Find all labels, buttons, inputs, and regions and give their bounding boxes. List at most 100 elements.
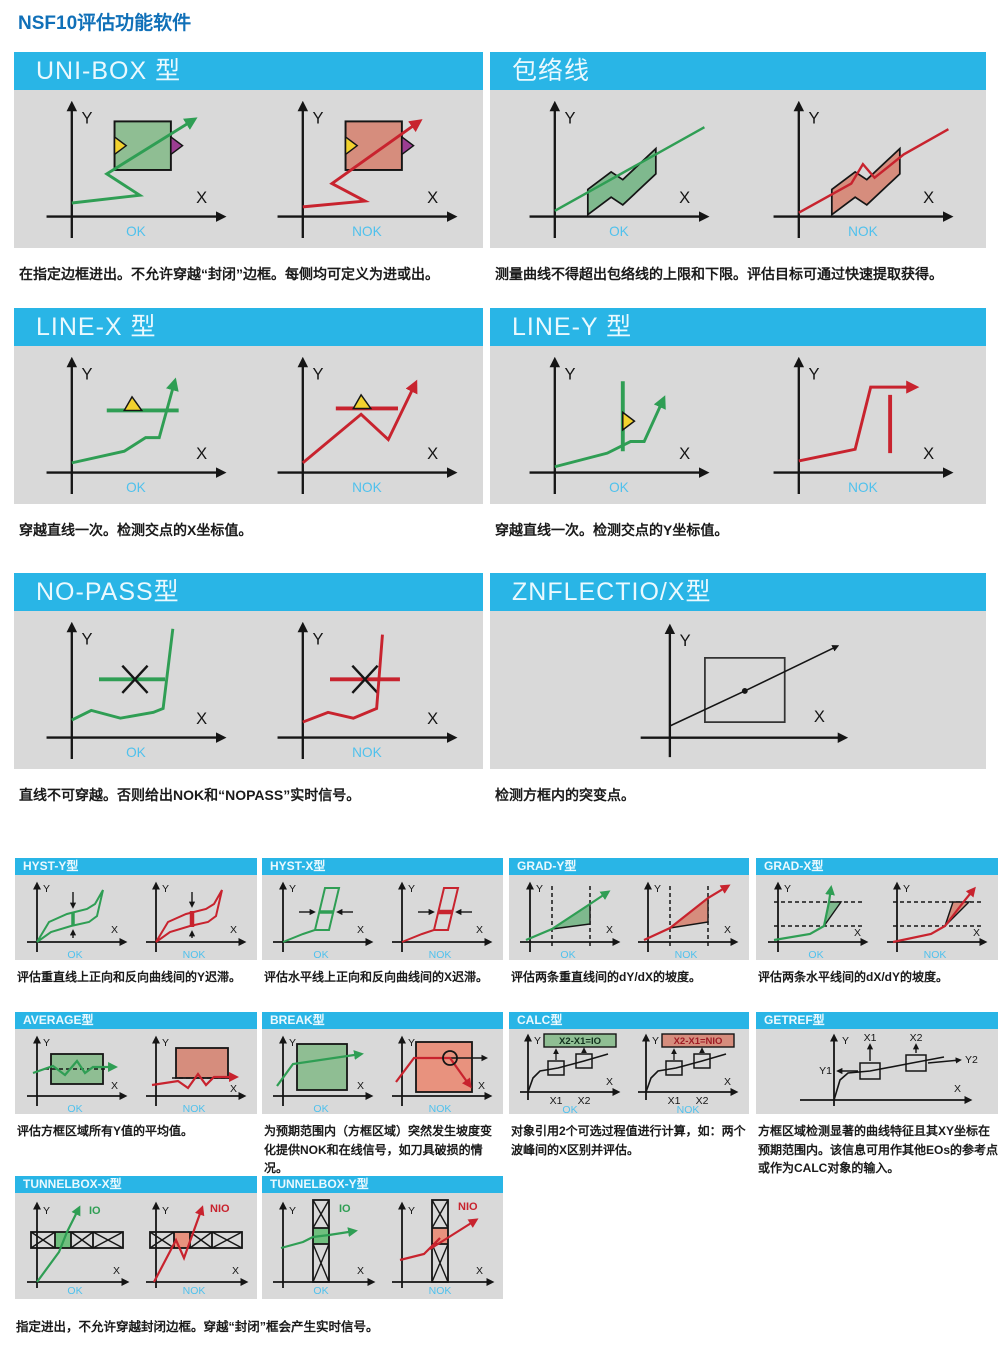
section-body: IO Y X OK NIO Y X NOK [15,1193,257,1299]
tunnelbox-y-nok-chart: NIO Y X NOK [391,1199,495,1296]
ok-curve [554,126,705,212]
nok-curve [892,886,976,943]
section-title: TUNNELBOX-X型 [15,1176,257,1193]
section-hyst-x: HYST-X型 Y X OK Y X NOK 评估水平线上正向和反向曲线间的X迟… [262,858,503,987]
section-caption: 评估两条重直线间的dY/dX的坡度。 [511,970,702,984]
nopass-ok-chart: Y X OK [46,621,227,760]
ok-curve [32,1058,118,1076]
eval-box [575,1052,593,1069]
y-axis-label: Y [903,883,910,895]
x1-label: X1 [550,1095,563,1107]
section-znflectio: ZNFLECTIO/X型 Y X 检测方框内的突变点。 [490,573,986,805]
x-axis-label: X [724,1076,731,1088]
section-caption: 穿越直线一次。检测交点的Y坐标值。 [495,522,729,538]
section-break: BREAK型 Y X OK Y X NOK 为预期范围内（方框区域）突然发生坡度… [262,1012,503,1178]
eval-box [693,1052,711,1069]
section-linex: LINE-X 型 Y X OK Y X NOK 穿越直线一次。检测交点的X坐标值… [14,308,483,540]
cross-marker [622,410,636,432]
x-axis-label: X [427,710,438,728]
nok-label: NOK [352,480,381,495]
section-liney: LINE-Y 型 Y X OK Y X NOK 穿越直线一次。检测交点的Y坐标值… [490,308,986,540]
section-tunnelbox-y: TUNNELBOX-Y型 IO Y X OK NIO Y X NOK [262,1176,503,1299]
x-axis-label: X [814,707,825,726]
section-tunnelbox-x: TUNNELBOX-X型 IO Y X OK NIO Y X NOK [15,1176,257,1299]
section-body: Y X OK Y X NOK [14,611,483,769]
section-unibox: UNI-BOX 型 Y X OK Y X NOK 在指定边框进出。不允许穿越“封… [14,52,483,284]
y-axis-label: Y [842,1035,849,1047]
section-body: Y X [490,611,986,769]
entry-marker [344,135,359,156]
y-axis-label: Y [43,1037,50,1049]
nok-label: NOK [182,1103,205,1114]
ok-curve [71,117,198,205]
x-axis-label: X [923,189,934,207]
ok-label: OK [314,949,329,960]
section-caption: 穿越直线一次。检测交点的X坐标值。 [19,522,253,538]
y-axis-label: Y [809,365,820,383]
nok-label: NOK [428,949,451,960]
section-body: Y X OK Y X NOK [14,346,483,504]
nok-curve [151,1071,239,1090]
section-title: BREAK型 [262,1012,503,1029]
x-axis-label: X [954,1083,961,1095]
ok-label: OK [126,224,146,239]
nok-curve [152,1205,204,1283]
y-axis-label: Y [162,1205,169,1217]
eval-box [414,1040,473,1093]
io-label: IO [339,1203,351,1215]
x-axis-label: X [679,445,690,463]
x-axis-label: X [196,445,207,463]
y-axis-label: Y [408,883,415,895]
inflection-point [741,688,748,694]
y-axis-label: Y [680,631,691,650]
section-caption: 测量曲线不得超出包络线的上限和下限。评估目标可通过快速提取获得。 [495,266,943,282]
section-nopass: NO-PASS型 Y X OK Y X NOK 直线不可穿越。否则给出NOK和“… [14,573,483,805]
liney-nok-chart: Y X NOK [773,356,954,495]
x-axis-label: X [476,1265,483,1277]
hyst-y-nok-chart: Y X NOK [145,881,246,960]
nok-curve [302,634,384,724]
envelope-band [830,146,901,217]
y-axis-label: Y [82,109,93,127]
section-title: NO-PASS型 [14,573,483,611]
y-axis-label: Y [289,883,296,895]
x1-label: X1 [668,1095,681,1107]
ok-curve [773,884,835,941]
y-axis-label: Y [82,630,93,648]
section-title: GETREF型 [756,1012,998,1029]
hysteresis-loop [154,889,223,943]
section-getref: GETREF型 X1 X2 Y1 Y2 Y X 方框区域检测显著的曲线特征且其X… [756,1012,998,1178]
x-mark [351,664,379,694]
nok-curve [394,1056,472,1088]
y-axis-label: Y [162,883,169,895]
section-calc: CALC型 X2-X1=IO X1 X2 Y X OK X2-X1=NIO [509,1012,749,1159]
page-title: NSF10评估功能软件 [18,13,192,34]
eval-box [859,1061,881,1080]
x2-label: X2 [696,1095,709,1107]
x-axis-label: X [196,710,207,728]
tunnel-bar [430,1199,449,1283]
y-axis-label: Y [652,1035,659,1047]
section-body: Y X OK Y X NOK [15,875,257,960]
nok-curve [302,119,423,209]
y1-label: Y1 [819,1065,832,1077]
y-axis-label: Y [312,630,323,648]
section-body: Y X OK Y X NOK [14,90,483,248]
section-caption: 对象引用2个可选过程值进行计算，如：两个波峰间的X区别并评估。 [511,1124,746,1157]
y-axis-label: Y [289,1205,296,1217]
curve [527,1052,609,1092]
nok-label: NOK [182,1285,205,1296]
x-axis-label: X [111,1080,118,1092]
ok-curve [71,377,179,465]
nok-label: NOK [677,1104,700,1114]
section-title: AVERAGE型 [15,1012,257,1029]
section-caption: 检测方框内的突变点。 [495,787,635,803]
grad-y-nok-chart: Y X NOK [638,881,739,960]
section-title: TUNNELBOX-Y型 [262,1176,503,1193]
x-axis-label: X [476,924,483,936]
grad-x-ok-chart: Y X OK [767,881,868,960]
hysteresis-loop [401,886,460,943]
section-caption: 评估水平线上正向和反向曲线间的X迟滞。 [264,970,489,984]
nok-curve [399,1218,479,1262]
x-axis-label: X [196,189,207,207]
